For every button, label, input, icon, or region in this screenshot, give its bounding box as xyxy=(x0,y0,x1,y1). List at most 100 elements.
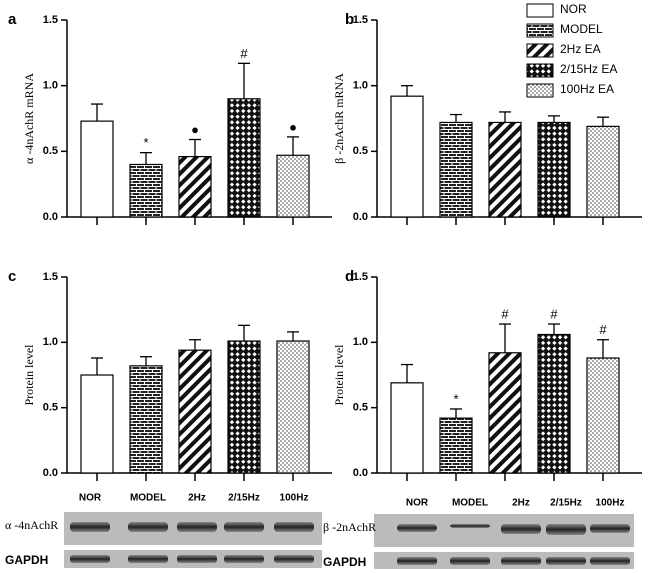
blot-band xyxy=(397,557,437,565)
blot-band xyxy=(177,555,217,563)
significance-mark: # xyxy=(240,46,248,61)
error-bar xyxy=(450,113,462,123)
y-tick-label: 0.0 xyxy=(43,467,58,479)
significance-mark: * xyxy=(143,135,148,150)
blot-band xyxy=(501,557,541,565)
y-tick-label: 0.0 xyxy=(353,211,368,223)
blot-control-label: GAPDH xyxy=(323,555,366,569)
blot-band xyxy=(450,557,490,565)
blot-band xyxy=(224,522,264,532)
bar xyxy=(227,340,261,474)
bar xyxy=(390,95,424,218)
error-bar xyxy=(548,323,560,335)
lane-label: NOR xyxy=(79,493,102,504)
y-tick-label: 1.0 xyxy=(353,80,368,92)
lane-label: 2/15Hz xyxy=(550,498,582,509)
blot-band xyxy=(128,522,168,532)
panel-label: a xyxy=(8,11,17,28)
lane-label: 2/15Hz xyxy=(228,493,260,504)
legend-label: 2/15Hz EA xyxy=(560,62,617,76)
significance-mark: # xyxy=(550,306,558,321)
blot-band xyxy=(128,555,168,563)
legend-label: 100Hz EA xyxy=(560,82,614,96)
significance-mark: # xyxy=(599,322,607,337)
significance-mark: # xyxy=(501,306,509,321)
y-tick-label: 0.5 xyxy=(43,402,58,414)
y-tick-label: 1.5 xyxy=(353,271,368,283)
error-bar xyxy=(499,323,511,353)
panel-label: b xyxy=(345,11,354,28)
error-bar xyxy=(401,363,413,383)
bar xyxy=(537,121,571,218)
legend-swatch xyxy=(526,83,554,98)
bar xyxy=(439,417,473,474)
blot-target-label: β -2nAchR xyxy=(323,520,376,534)
bar xyxy=(439,121,473,218)
bar xyxy=(227,98,261,218)
blot-band xyxy=(397,524,437,532)
y-tick-label: 1.0 xyxy=(353,336,368,348)
blot-control-label: GAPDH xyxy=(5,553,48,567)
error-bar xyxy=(238,324,250,342)
bar xyxy=(178,155,212,218)
bar xyxy=(129,365,163,474)
error-bar xyxy=(597,116,609,127)
y-tick-label: 0.0 xyxy=(353,467,368,479)
blot-band xyxy=(590,557,630,565)
bar xyxy=(488,121,522,218)
legend-swatch xyxy=(526,43,554,58)
blot-band xyxy=(450,524,490,528)
blot-band xyxy=(177,522,217,532)
error-bar xyxy=(189,339,201,351)
bar xyxy=(129,163,163,218)
y-axis-label: α -4nAchR mRNA xyxy=(22,73,36,164)
error-bar xyxy=(287,136,299,156)
legend-label: MODEL xyxy=(560,22,603,36)
y-tick-label: 0.5 xyxy=(353,402,368,414)
lane-label: MODEL xyxy=(130,493,166,504)
lane-label: MODEL xyxy=(452,498,488,509)
blot-band xyxy=(546,524,586,535)
blot-band xyxy=(501,524,541,534)
significance-mark: ● xyxy=(289,119,297,134)
bar xyxy=(80,374,114,474)
error-bar xyxy=(287,331,299,342)
bar xyxy=(178,349,212,474)
y-tick-label: 1.0 xyxy=(43,80,58,92)
legend-label: NOR xyxy=(560,2,587,16)
blot-band xyxy=(274,522,314,532)
y-tick-label: 0.5 xyxy=(353,145,368,157)
lane-label: NOR xyxy=(406,498,429,509)
y-tick-label: 0.0 xyxy=(43,211,58,223)
blot-band xyxy=(274,555,314,563)
error-bar xyxy=(91,357,103,375)
error-bar xyxy=(140,356,152,366)
error-bar xyxy=(140,151,152,165)
error-bar xyxy=(548,115,560,123)
error-bar xyxy=(597,339,609,359)
error-bar xyxy=(91,103,103,122)
lane-label: 100Hz xyxy=(280,493,309,504)
y-tick-label: 1.5 xyxy=(43,14,58,26)
lane-label: 2Hz xyxy=(512,498,530,509)
legend-swatch xyxy=(526,63,554,78)
blot-band xyxy=(70,555,110,563)
y-axis-label: Protein level xyxy=(22,344,36,406)
y-tick-label: 1.0 xyxy=(43,336,58,348)
error-bar xyxy=(499,111,511,123)
y-axis-label: Protein level xyxy=(332,344,346,406)
error-bar xyxy=(189,138,201,157)
bar xyxy=(586,357,620,474)
lane-label: 100Hz xyxy=(596,498,625,509)
blot-target-label: α -4nAchR xyxy=(5,518,58,532)
blot-band xyxy=(224,555,264,563)
blot-band xyxy=(590,524,630,533)
error-bar xyxy=(450,408,462,419)
y-tick-label: 1.5 xyxy=(353,14,368,26)
legend-swatch xyxy=(526,23,554,38)
panel-label: d xyxy=(345,268,354,285)
error-bar xyxy=(238,62,250,99)
error-bar xyxy=(401,85,413,97)
bar xyxy=(488,352,522,474)
